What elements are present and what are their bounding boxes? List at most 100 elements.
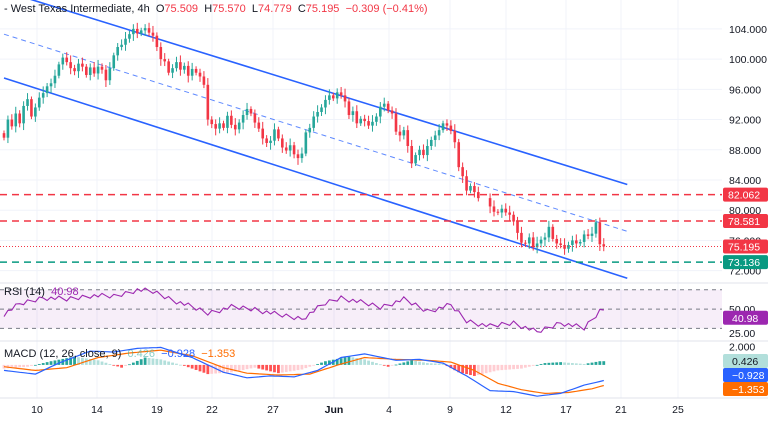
candle-body	[371, 121, 374, 126]
candle-body	[390, 110, 394, 114]
macd-histogram-bar	[6, 364, 10, 369]
macd-histogram-bar	[347, 356, 351, 365]
macd-histogram-bar	[69, 357, 73, 365]
candle-body	[61, 57, 65, 65]
rsi-value-label-box	[723, 310, 768, 325]
candle-body	[543, 237, 547, 240]
candle-body	[539, 239, 543, 244]
candle-body	[516, 221, 519, 233]
macd-histogram-bar	[375, 363, 378, 365]
macd-hist-value-label-box	[723, 353, 768, 368]
candle-body	[230, 115, 233, 125]
macd-histogram-bar	[135, 360, 139, 365]
symbol-title: - West Texas Intermediate, 4h	[4, 3, 150, 15]
macd-histogram-bar	[535, 364, 539, 366]
macd-histogram-bar	[465, 364, 468, 375]
macd-histogram-bar	[394, 364, 398, 366]
macd-histogram-bar	[574, 363, 578, 365]
candle-body	[108, 68, 112, 81]
candle-body	[159, 47, 163, 60]
macd-histogram-bar	[257, 364, 261, 369]
macd-histogram-bar	[308, 364, 312, 367]
macd-histogram-bar	[45, 362, 49, 365]
macd-label: MACD (12, 26, close, 9)	[4, 348, 122, 360]
candle-body	[143, 28, 147, 31]
macd-histogram-bar	[14, 364, 18, 368]
candle-body	[135, 28, 139, 34]
macd-histogram-bar	[414, 360, 417, 365]
macd-histogram-bar	[433, 363, 437, 365]
macd-histogram-bar	[484, 364, 488, 374]
candle-body	[492, 206, 496, 212]
candle-body	[277, 129, 280, 139]
candle-body	[363, 118, 366, 122]
price-axis-tick-label: 84.000	[729, 175, 761, 187]
candle-body	[45, 86, 49, 94]
macd-histogram-bar	[457, 364, 461, 373]
candle-body	[281, 138, 284, 148]
macd-histogram-bar	[390, 364, 394, 366]
candle-body	[578, 241, 582, 244]
support-price-label: 73.136	[728, 257, 760, 269]
resistance-price-label-box	[723, 187, 768, 202]
macd-histogram-bar	[139, 359, 143, 365]
macd-histogram-bar	[327, 360, 331, 365]
macd-histogram-bar	[582, 363, 586, 365]
macd-histogram-bar	[418, 361, 421, 365]
macd-histogram-bar	[386, 364, 390, 367]
candle-body	[402, 130, 406, 136]
candle-body	[116, 47, 119, 56]
macd-histogram-bar	[10, 364, 14, 368]
macd-histogram-bar	[367, 360, 370, 365]
candle-body	[288, 145, 292, 151]
candle-body	[524, 242, 527, 244]
candle-body	[571, 240, 574, 245]
candle-body	[163, 59, 167, 62]
time-axis-tick-label: 25	[672, 404, 684, 416]
channel-midline	[3, 33, 628, 232]
candle-body	[382, 103, 386, 107]
candle-body	[331, 95, 335, 99]
macd-histogram-bar	[277, 364, 280, 374]
macd-histogram-bar	[120, 364, 123, 368]
macd-histogram-bar	[437, 363, 441, 365]
macd-histogram-bar	[304, 364, 308, 369]
candle-body	[469, 186, 472, 191]
candle-body	[37, 97, 41, 108]
macd-histogram-bar	[77, 357, 80, 365]
macd-histogram-bar	[516, 364, 519, 369]
candle-body	[508, 212, 511, 215]
time-axis-tick-label: 14	[91, 404, 103, 416]
macd-histogram-bar	[312, 364, 316, 366]
macd-histogram-bar	[182, 364, 186, 366]
candle-body	[190, 68, 194, 76]
macd-histogram-bar	[284, 364, 288, 372]
macd-histogram-bar	[241, 364, 245, 370]
candle-body	[210, 119, 214, 125]
price-axis-tick-label: 92.000	[729, 115, 761, 127]
macd-histogram-bar	[563, 362, 566, 365]
last-price-label-box	[723, 239, 768, 254]
macd-histogram-bar	[461, 364, 465, 374]
macd-histogram-bar	[335, 358, 339, 365]
candle-body	[179, 62, 182, 70]
macd-histogram-bar	[124, 364, 127, 366]
macd-histogram-bar	[175, 363, 178, 365]
macd-histogram-bar	[237, 364, 241, 371]
candle-body	[367, 121, 370, 126]
candle-body	[241, 115, 245, 123]
main-legend: - West Texas Intermediate, 4h O75.509 H7…	[4, 2, 428, 16]
macd-histogram-bar	[131, 362, 135, 365]
candle-body	[520, 232, 523, 243]
macd-histogram-bar	[218, 364, 221, 374]
candle-body	[602, 244, 606, 247]
signal-legend-value: −1.353	[201, 348, 236, 360]
price-axis-tick-label: 96.000	[729, 84, 761, 96]
time-axis-tick-label: 27	[267, 404, 279, 416]
rsi-legend-value: 40.98	[51, 286, 79, 298]
rsi-legend: RSI (14) 40.98	[4, 285, 79, 299]
macd-histogram-bar	[500, 364, 504, 371]
macd-histogram-bar	[559, 362, 563, 365]
